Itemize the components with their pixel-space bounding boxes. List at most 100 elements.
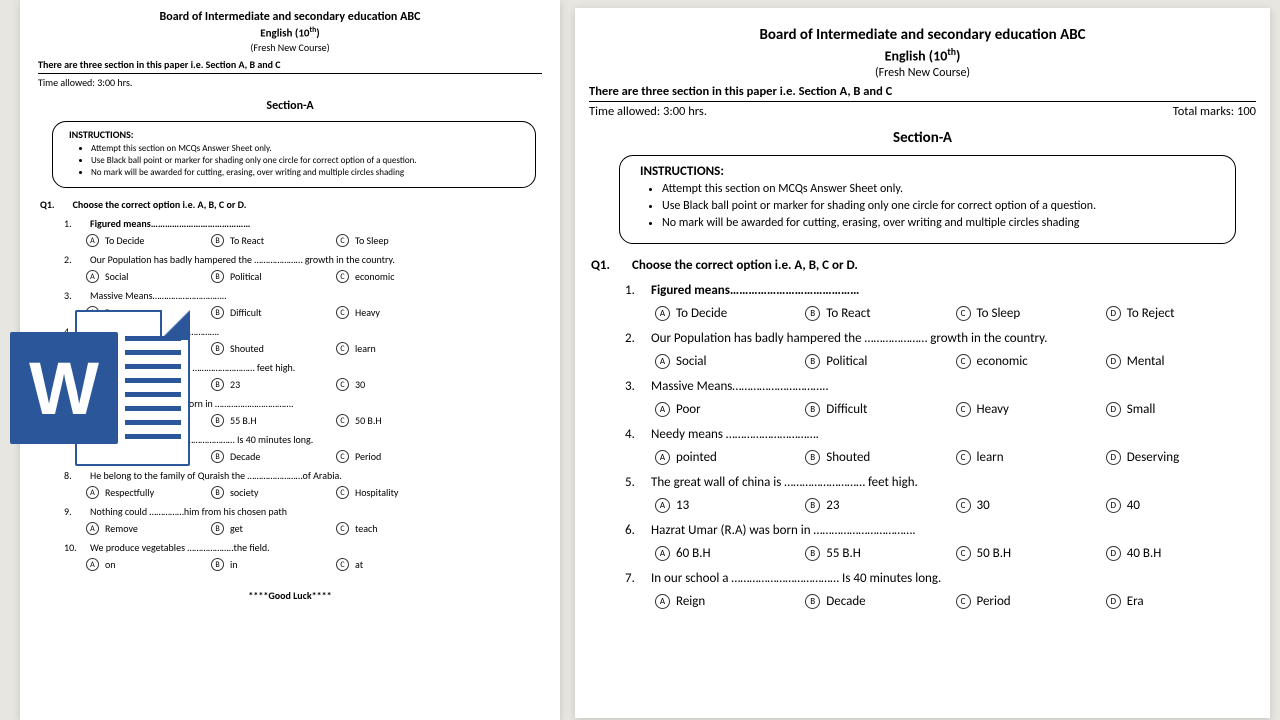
option: Cteach <box>336 522 461 535</box>
option-letter-circle: A <box>86 270 99 283</box>
option-letter-circle: D <box>1106 402 1121 417</box>
options-row: ASocialBPoliticalCeconomicDMental <box>655 354 1256 369</box>
page-header: Board of Intermediate and secondary educ… <box>589 26 1256 80</box>
question-text: Our Population has badly hampered the ……… <box>651 331 1047 346</box>
option: A Social <box>655 354 805 369</box>
option: APoor <box>655 402 805 417</box>
instruction-item: Attempt this section on MCQs Answer Shee… <box>91 143 523 155</box>
option: A Remove <box>86 522 211 535</box>
option-text: teach <box>355 522 378 535</box>
question-line: 3. Massive Means………………………….. <box>625 379 1256 394</box>
option-text: 40 <box>1127 498 1140 513</box>
options-row: AonBinCat <box>86 558 542 571</box>
option-text: 30 <box>355 378 365 391</box>
option-text: To Decide <box>105 234 144 247</box>
option-text: economic <box>977 354 1028 369</box>
option-text: To Sleep <box>977 306 1021 321</box>
option: ARespectfully <box>86 486 211 499</box>
option: D40 <box>1106 498 1256 513</box>
option-text: 23 <box>230 378 240 391</box>
divider <box>589 101 1256 102</box>
option-letter-circle: A <box>86 522 99 535</box>
option-text: To Sleep <box>355 234 389 247</box>
section-a-title: Section-A <box>589 129 1256 147</box>
option: BPolitical <box>211 270 336 283</box>
option-text: Social <box>676 354 707 369</box>
option-letter-circle: B <box>805 546 820 561</box>
question-number: 1. <box>625 283 643 298</box>
option: C 30 <box>956 498 1106 513</box>
option-letter-circle: A <box>655 450 670 465</box>
options-row: AReignBDecadeCPeriodDEra <box>655 594 1256 609</box>
question-line: 7.In our school a ……………………………… Is 40 min… <box>625 571 1256 586</box>
subject-title: English (10th) <box>589 46 1256 65</box>
option-text: 30 <box>977 498 990 513</box>
right-document-page: Board of Intermediate and secondary educ… <box>575 8 1270 718</box>
time-marks-row: Time allowed: 3:00 hrs. Total marks: 100 <box>589 104 1256 119</box>
option-text: pointed <box>676 450 717 465</box>
option-text: 13 <box>676 498 689 513</box>
option-text: in <box>230 558 238 571</box>
option-letter-circle: B <box>805 498 820 513</box>
option-letter-circle: B <box>805 594 820 609</box>
instruction-item: No mark will be awarded for cutting, era… <box>91 167 523 179</box>
option: A13 <box>655 498 805 513</box>
option-letter-circle: A <box>655 402 670 417</box>
option-text: at <box>355 558 363 571</box>
option: B Shouted <box>211 342 336 355</box>
options-row: ApointedBShoutedClearnDDeserving <box>655 450 1256 465</box>
option-text: on <box>105 558 116 571</box>
option: BDecade <box>211 450 336 463</box>
option: ATo Decide <box>655 306 805 321</box>
option-text: Reign <box>676 594 705 609</box>
option: B23 <box>211 378 336 391</box>
question-text: Massive Means………………………….. <box>651 379 829 394</box>
question-line: 1.Figured means…………………………………… <box>625 283 1256 298</box>
question-number: 4. <box>625 427 643 442</box>
option-text: Hospitality <box>355 486 398 499</box>
q1-header: Q1. Choose the correct option i.e. A, B,… <box>591 258 1256 273</box>
option-text: 55 B.H <box>826 546 861 561</box>
instructions-list: Attempt this section on MCQs Answer Shee… <box>640 181 1219 233</box>
options-row: ATo DecideBTo ReactCTo Sleep <box>86 234 542 247</box>
option-letter-circle: C <box>336 234 349 247</box>
option: AReign <box>655 594 805 609</box>
option-letter-circle: C <box>956 498 971 513</box>
question-line: 1.Figured means…………………………………… <box>64 217 542 230</box>
question-text: The great wall of china is ……………………… fee… <box>651 475 918 490</box>
option-text: Small <box>1127 402 1156 417</box>
option: C Hospitality <box>336 486 461 499</box>
option-letter-circle: D <box>1106 546 1121 561</box>
option-text: Heavy <box>977 402 1009 417</box>
option-text: learn <box>355 342 376 355</box>
option-letter-circle: C <box>336 558 349 571</box>
time-marks-row: Time allowed: 3:00 hrs. <box>38 76 542 89</box>
option-text: Remove <box>105 522 138 535</box>
option-letter-circle: A <box>655 354 670 369</box>
divider <box>38 73 542 74</box>
option-letter-circle: C <box>336 270 349 283</box>
question-number: 3. <box>625 379 643 394</box>
instructions-list: Attempt this section on MCQs Answer Shee… <box>69 143 523 179</box>
option: BTo React <box>211 234 336 247</box>
option-text: Deserving <box>1127 450 1179 465</box>
question-line: 10.We produce vegetables ………………..the fie… <box>64 541 542 554</box>
option-text: Shouted <box>230 342 264 355</box>
option-letter-circle: B <box>211 234 224 247</box>
sections-note: There are three section in this paper i.… <box>38 58 542 71</box>
question-text: Needy means …………………………. <box>651 427 819 442</box>
option-letter-circle: C <box>336 306 349 319</box>
options-row: ARemoveBgetCteach <box>86 522 542 535</box>
option-letter-circle: B <box>211 342 224 355</box>
option: ASocial <box>86 270 211 283</box>
option: Clearn <box>956 450 1106 465</box>
question-number: 7. <box>625 571 643 586</box>
word-badge: W <box>10 332 118 444</box>
word-w-letter: W <box>29 346 99 431</box>
option-letter-circle: C <box>336 486 349 499</box>
option: A60 B.H <box>655 546 805 561</box>
option-text: learn <box>977 450 1004 465</box>
question-number: 9. <box>64 505 82 518</box>
q1-header: Q1. Choose the correct option i.e. A, B,… <box>40 198 542 211</box>
question-text: Hazrat Umar (R.A) was born in …………………………… <box>651 523 916 538</box>
